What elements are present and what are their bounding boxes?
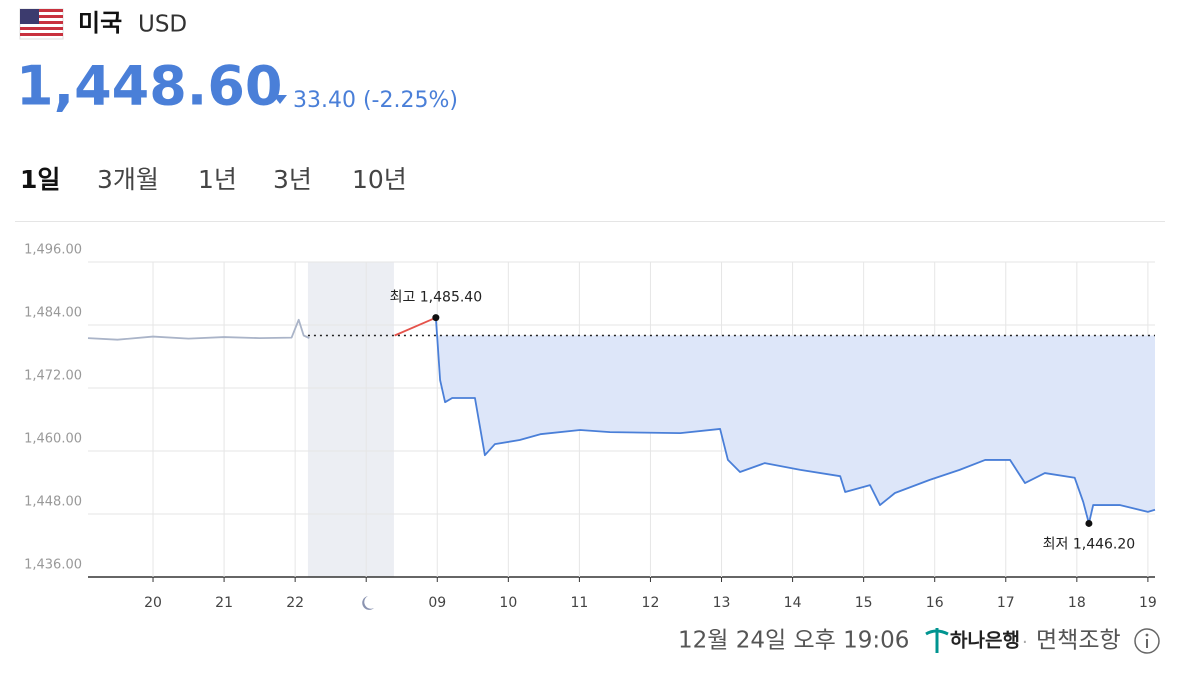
annotation-label: 최고 1,485.40 (390, 290, 483, 306)
x-tick-label: 10 (499, 595, 517, 611)
tabs: 1일 3개월 1년 3년 10년 (20, 165, 407, 194)
price-change: 33.40 (-2.25%) (293, 88, 458, 113)
night-icon (362, 596, 374, 610)
annotation-label: 최저 1,446.20 (1043, 536, 1136, 552)
chart: 1,436.00 1,448.00 1,460.00 1,472.00 1,484.00… (24, 243, 1157, 612)
y-tick-label: 1,448.00 (24, 495, 82, 510)
tab[interactable]: 1년 (198, 165, 237, 194)
currency: USD (138, 12, 187, 38)
x-tick-label: 11 (570, 595, 588, 611)
x-tick-label: 17 (997, 595, 1015, 611)
price: 1,448.60 (16, 55, 282, 118)
annotation-point (432, 314, 440, 322)
down-arrow (273, 95, 287, 104)
bank-logo (925, 628, 949, 653)
separator: · (1022, 632, 1028, 653)
tab-divider (15, 221, 1165, 222)
y-tick-label: 1,496.00 (24, 243, 82, 258)
line (87, 318, 310, 341)
us-flag (19, 8, 64, 40)
line (394, 316, 437, 337)
y-tick-label: 1,484.00 (24, 306, 82, 321)
annotation-point (1085, 519, 1093, 527)
info-icon[interactable] (1134, 628, 1160, 654)
bank-name: 하나은행 (950, 630, 1020, 652)
tab[interactable]: 3년 (273, 165, 312, 194)
x-tick-label: 09 (428, 595, 446, 611)
x-tick-label: 19 (1139, 595, 1157, 611)
disclaimer[interactable]: 면책조항 (1036, 628, 1121, 654)
tab[interactable]: 1일 (20, 165, 60, 194)
x-tick-label: 12 (642, 595, 660, 611)
x-tick-label: 15 (855, 595, 873, 611)
x-tick-label: 16 (926, 595, 944, 611)
x-tick-label: 18 (1068, 595, 1086, 611)
y-tick-label: 1,436.00 (24, 558, 82, 573)
night-shade (307, 262, 394, 577)
country: 미국 (78, 9, 122, 37)
x-tick-label: 14 (784, 595, 802, 611)
timestamp: 12월 24일 오후 19:06 (678, 628, 909, 654)
line (434, 317, 1156, 525)
tab[interactable]: 10년 (352, 165, 407, 194)
y-tick-label: 1,460.00 (24, 432, 82, 447)
x-tick-label: 21 (215, 595, 233, 611)
area (435, 317, 1155, 524)
y-tick-label: 1,472.00 (24, 369, 82, 384)
x-tick-label: 20 (144, 595, 162, 611)
x-tick-label: 22 (286, 595, 304, 611)
tab[interactable]: 3개월 (97, 165, 159, 194)
x-tick-label: 13 (713, 595, 731, 611)
